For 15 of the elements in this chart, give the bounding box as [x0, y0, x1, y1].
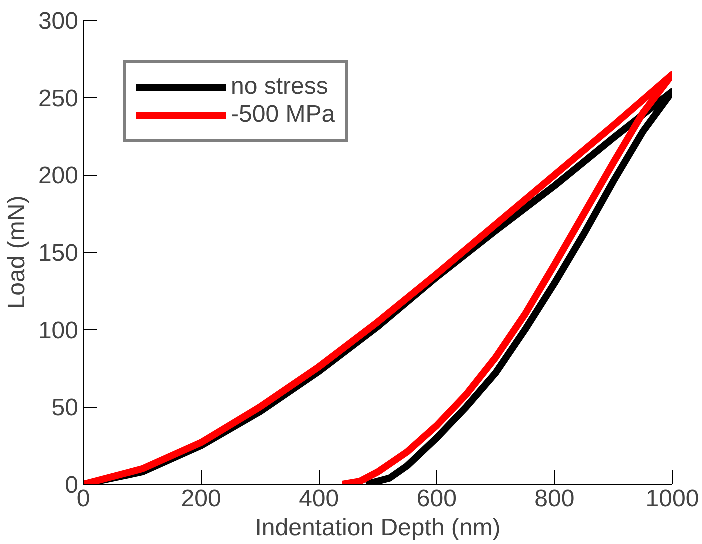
legend-label: -500 MPa: [231, 101, 336, 129]
x-tick-label: 200: [181, 486, 222, 512]
x-tick-label: 400: [299, 486, 340, 512]
y-tick-label: 250: [38, 85, 79, 112]
x-tick-label: 600: [416, 486, 457, 512]
y-tick-label: 50: [52, 394, 79, 422]
legend-label: no stress: [231, 73, 328, 101]
y-tick-label: 100: [38, 317, 79, 344]
y-tick-label: 200: [38, 162, 79, 190]
x-axis-title: Indentation Depth (nm): [255, 514, 501, 542]
y-tick-label: 300: [38, 8, 79, 35]
x-tick-label: 800: [534, 486, 575, 512]
y-tick-label: 150: [38, 240, 79, 267]
y-axis-title: Load (mN): [3, 196, 30, 310]
x-tick-label: 1000: [646, 486, 700, 512]
